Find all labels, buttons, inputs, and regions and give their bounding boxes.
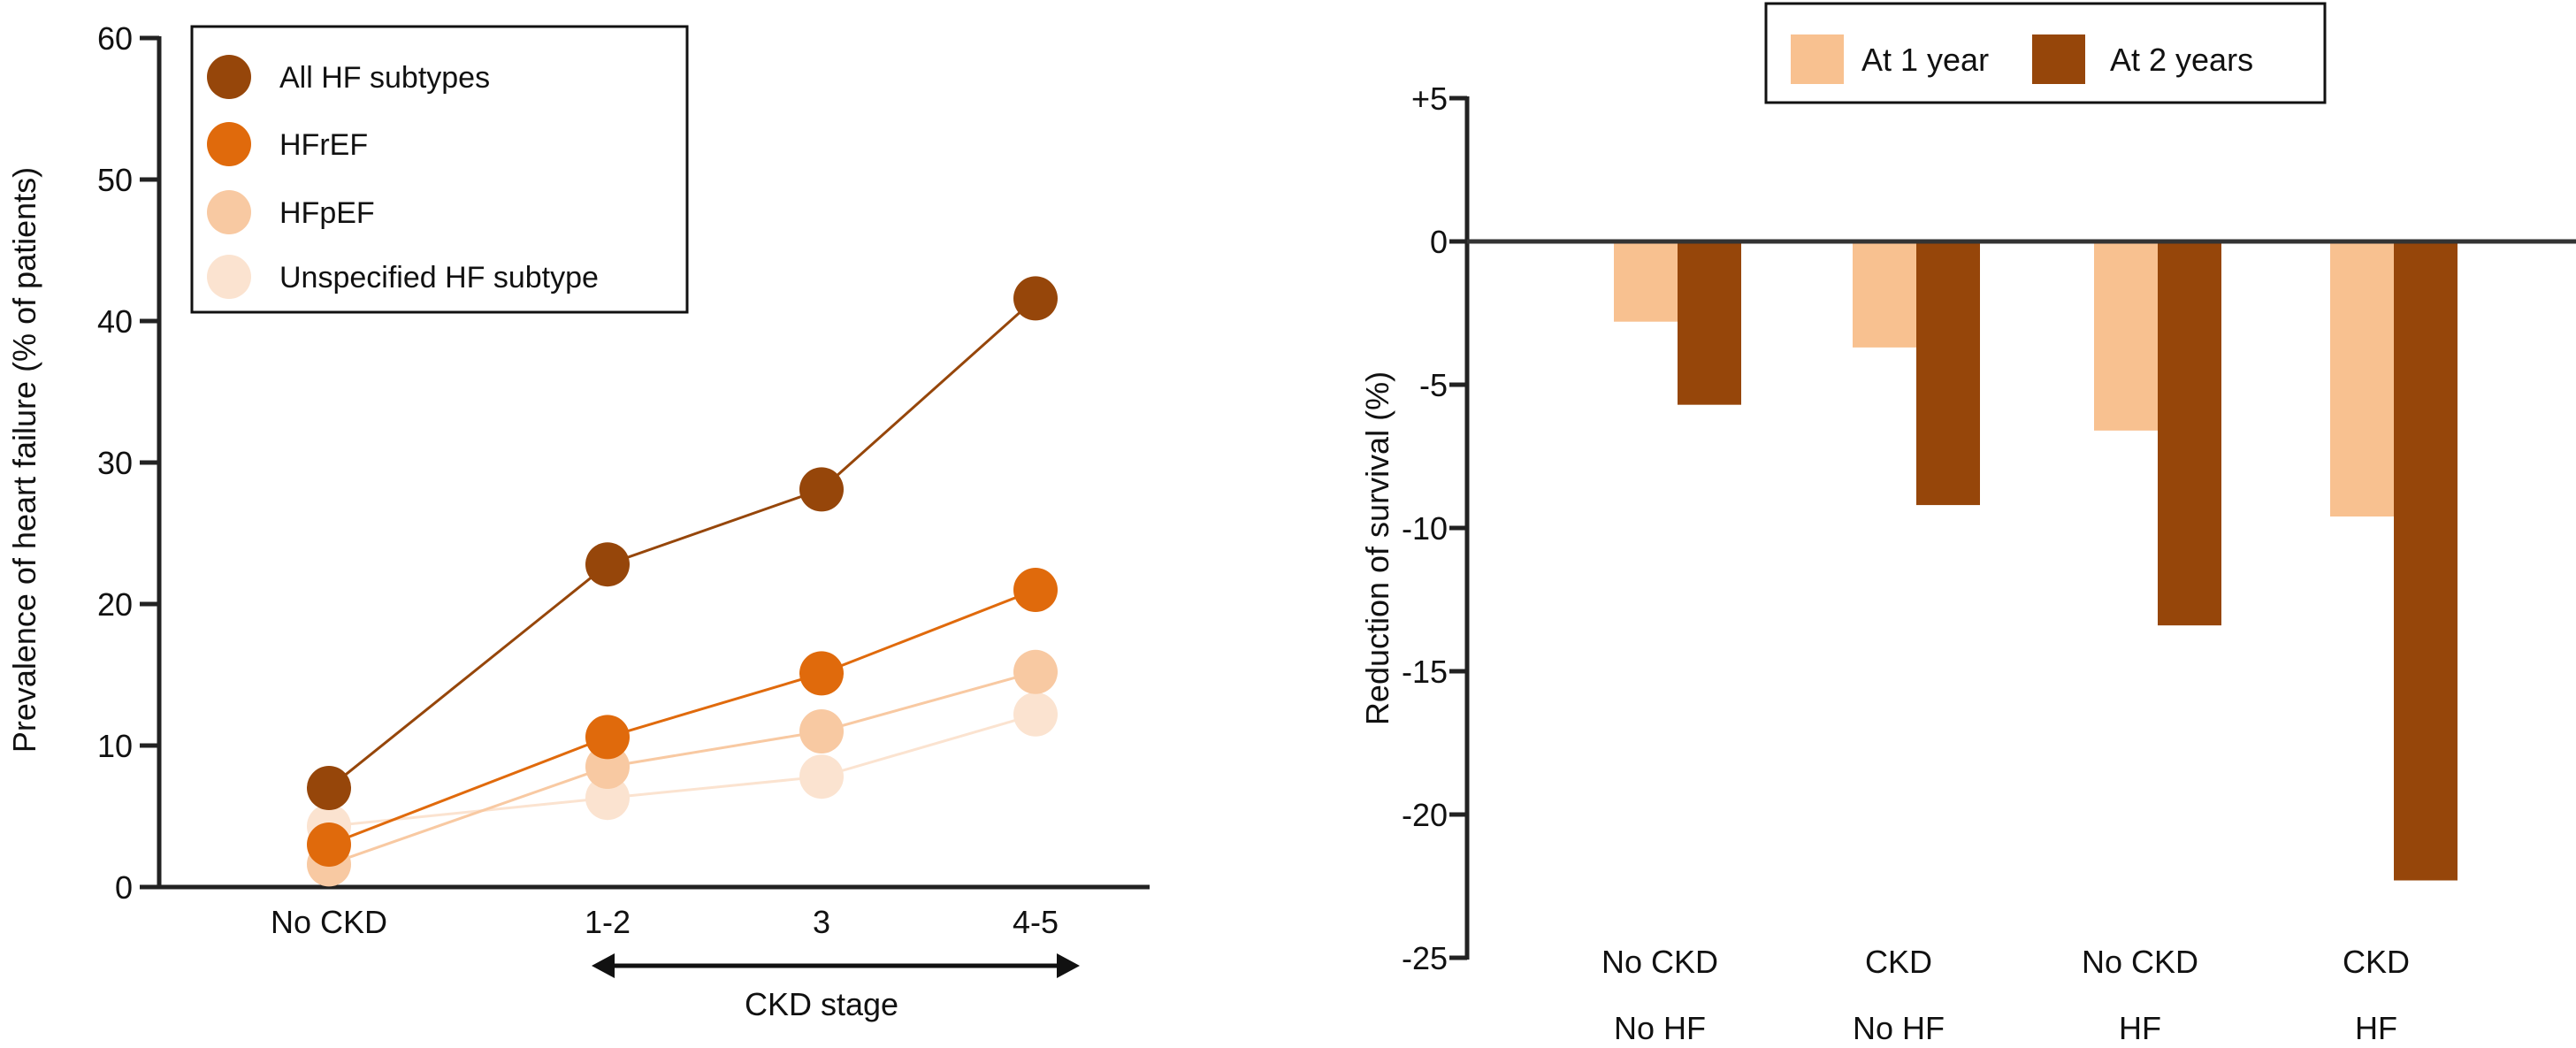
series-line [328, 588, 1036, 846]
legend-swatch [1791, 34, 1844, 84]
legend-box [190, 25, 689, 314]
bar [2394, 241, 2458, 881]
right-y-tick-label: -10 [1402, 510, 1448, 547]
x-tick-label-line1: No CKD [2082, 944, 2198, 980]
bar [1853, 241, 1916, 348]
right-y-tick-label: -5 [1419, 367, 1448, 403]
bar [2158, 241, 2221, 626]
left-x-tick-label: 1-2 [585, 904, 631, 940]
legend-label: Unspecified HF subtype [279, 261, 599, 295]
x-tick-label-line1: No CKD [1601, 944, 1718, 980]
right-y-tick-label: -15 [1402, 654, 1448, 690]
right-y-tick-label: 0 [1430, 224, 1448, 260]
x-tick-label-line2: HF [2119, 1010, 2161, 1046]
bar [1614, 241, 1678, 322]
left-y-tick-label: 30 [97, 445, 133, 481]
x-tick-label-line2: HF [2355, 1010, 2397, 1046]
left-y-tick-label: 20 [97, 586, 133, 623]
x-tick-label-line1: CKD [1865, 944, 1932, 980]
left-y-tick-label: 40 [97, 303, 133, 340]
bar-chart-survival: Reduction of survival (%) No CKD No HF CKD… [1359, 2, 2576, 1046]
left-x-tick-label: 3 [813, 904, 830, 940]
data-point [799, 467, 844, 512]
right-legend: At 1 year At 2 years [1764, 2, 2327, 104]
right-y-axis-label: Reduction of survival (%) [1359, 371, 1395, 725]
data-point [799, 651, 844, 696]
data-point [307, 766, 351, 810]
legend-marker [207, 255, 251, 299]
right-y-tick-label: +5 [1411, 80, 1448, 117]
ckd-stage-arrow [592, 953, 1080, 978]
series-line [328, 670, 1036, 866]
data-point [1013, 649, 1058, 694]
bar [2094, 241, 2158, 431]
data-point [1013, 276, 1058, 321]
bar [1916, 241, 1980, 506]
right-y-tick-label: -25 [1402, 940, 1448, 976]
series-line [328, 713, 1036, 828]
data-point [585, 715, 630, 760]
legend-marker [207, 122, 251, 166]
line-chart-prevalence: Prevalence of heart failure (% of patien… [6, 20, 1150, 1022]
left-x-tick-label: No CKD [271, 904, 387, 940]
data-point [1013, 568, 1058, 612]
legend-label: HFrEF [279, 128, 368, 162]
x-tick-label-line2: No HF [1853, 1010, 1945, 1046]
bar [1678, 241, 1741, 405]
left-legend: All HF subtypes HFrEF HFpEF Unspecified HF … [190, 25, 689, 314]
data-point [307, 822, 351, 867]
bar [2330, 241, 2394, 517]
x-tick-label-line2: No HF [1614, 1010, 1706, 1046]
legend-marker [207, 55, 251, 99]
data-point [585, 542, 630, 587]
legend-swatch [2032, 34, 2085, 84]
data-point [799, 709, 844, 753]
x-tick-label-line1: CKD [2343, 944, 2410, 980]
right-y-tick-label: -20 [1402, 797, 1448, 833]
legend-label: At 1 year [1861, 42, 1989, 78]
legend-label: HFpEF [279, 196, 375, 230]
left-y-axis-label: Prevalence of heart failure (% of patien… [6, 167, 42, 753]
data-point [1013, 692, 1058, 737]
left-y-tick-label: 50 [97, 162, 133, 198]
left-y-tick-label: 0 [115, 869, 133, 906]
left-y-tick-label: 60 [97, 20, 133, 57]
series-line [328, 297, 1036, 790]
left-x-tick-label: 4-5 [1013, 904, 1059, 940]
data-point [799, 754, 844, 799]
data-point [585, 776, 630, 821]
legend-label: At 2 years [2110, 42, 2253, 78]
legend-label: All HF subtypes [279, 61, 490, 95]
legend-marker [207, 190, 251, 234]
left-y-tick-label: 10 [97, 728, 133, 764]
left-x-axis-label: CKD stage [745, 986, 898, 1022]
